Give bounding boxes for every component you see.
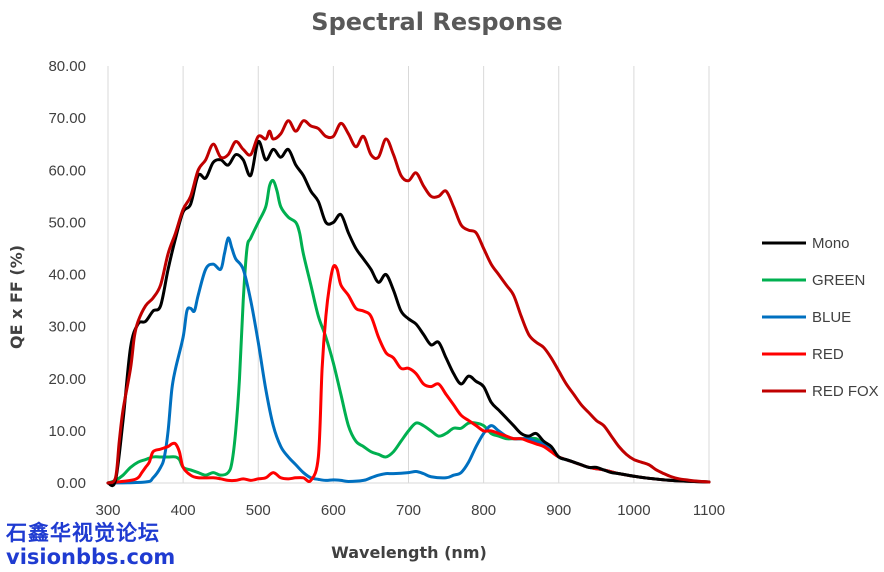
y-tick-label: 10.00 [48,423,86,440]
y-tick-label: 20.00 [48,371,86,388]
x-tick-label: 1100 [693,502,725,519]
y-tick-label: 40.00 [48,267,86,284]
legend-label-green: GREEN [812,272,865,289]
series-line-red-fox [106,119,711,485]
series-line-blue [106,236,711,485]
y-tick-label: 50.00 [48,214,86,231]
x-tick-label: 900 [546,502,571,519]
x-tick-label: 800 [471,502,496,519]
x-axis-tick-labels: 300 400 500 600 700 800 900 1000 1100 [95,502,725,519]
legend-label-blue: BLUE [812,309,851,326]
chart-legend: Mono GREEN BLUE RED RED FOX [762,235,879,400]
legend-label-red-fox: RED FOX [812,383,879,400]
x-tick-label: 600 [321,502,346,519]
chart-gridlines [107,66,710,484]
y-tick-label: 70.00 [48,110,86,127]
series-line-mono [106,140,711,488]
y-tick-label: 60.00 [48,162,86,179]
chart-title: Spectral Response [311,8,562,36]
series-lines [106,119,711,488]
x-axis-label: Wavelength (nm) [331,543,487,562]
y-tick-label: 0.00 [57,475,86,492]
legend-label-mono: Mono [812,235,850,252]
x-tick-label: 700 [396,502,421,519]
y-axis-label: QE x FF (%) [7,245,26,349]
x-tick-label: 1000 [617,502,650,519]
x-tick-label: 400 [171,502,196,519]
y-tick-label: 80.00 [48,58,86,75]
legend-label-red: RED [812,346,844,363]
y-axis-tick-labels: 0.00 10.00 20.00 30.00 40.00 50.00 60.00 70.00 8… [48,58,86,492]
x-tick-label: 500 [246,502,271,519]
x-tick-label: 300 [95,502,120,519]
y-tick-label: 30.00 [48,319,86,336]
series-line-red [106,264,711,485]
watermark-url: visionbbs.com [6,545,176,569]
watermark-chinese: 石鑫华视觉论坛 [6,521,160,545]
